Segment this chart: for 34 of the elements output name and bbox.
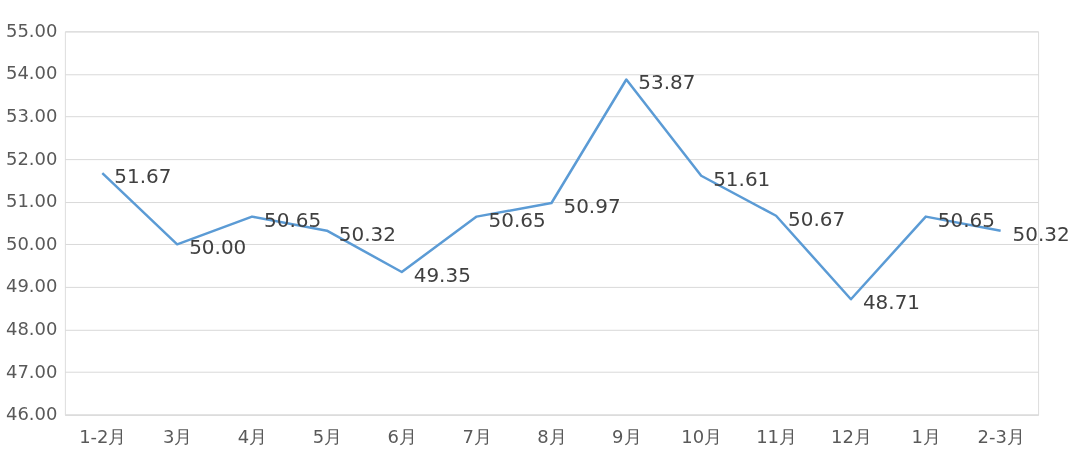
x-tick-label: 6月 xyxy=(387,426,417,448)
y-tick-label: 51.00 xyxy=(5,190,58,212)
x-tick-label: 11月 xyxy=(756,426,797,448)
x-tick-label: 5月 xyxy=(312,426,343,448)
x-tick-label: 9月 xyxy=(612,426,642,448)
y-tick-label: 49.00 xyxy=(5,275,58,297)
data-label: 50.00 xyxy=(189,235,247,260)
y-tick-label: 50.00 xyxy=(5,232,58,254)
y-tick-label: 48.00 xyxy=(5,317,58,339)
y-tick-label: 52.00 xyxy=(5,147,58,169)
y-tick-label: 55.00 xyxy=(5,19,58,41)
data-label: 49.35 xyxy=(413,262,471,287)
x-tick-label: 8月 xyxy=(537,426,567,448)
data-label: 50.32 xyxy=(1012,221,1070,246)
x-tick-label: 7月 xyxy=(462,426,492,448)
y-tick-label: 54.00 xyxy=(5,62,58,84)
data-label: 50.97 xyxy=(563,193,621,218)
data-label: 50.32 xyxy=(338,221,396,246)
y-tick-label: 53.00 xyxy=(5,105,58,127)
x-tick-label: 2-3月 xyxy=(977,426,1025,448)
y-tick-label: 46.00 xyxy=(5,403,58,425)
x-tick-label: 3月 xyxy=(162,426,193,448)
x-tick-label: 10月 xyxy=(681,426,723,448)
x-tick-label: 4月 xyxy=(237,426,268,448)
data-label: 50.67 xyxy=(788,206,846,231)
y-tick-label: 47.00 xyxy=(5,360,58,382)
data-label: 53.87 xyxy=(638,70,696,95)
data-label: 50.65 xyxy=(488,207,546,232)
x-tick-label: 1月 xyxy=(911,426,941,448)
x-tick-label: 1-2月 xyxy=(79,426,127,448)
data-label: 51.67 xyxy=(114,164,172,189)
x-tick-label: 12月 xyxy=(830,426,872,448)
data-label: 51.61 xyxy=(713,166,771,191)
data-label: 48.71 xyxy=(862,290,921,315)
